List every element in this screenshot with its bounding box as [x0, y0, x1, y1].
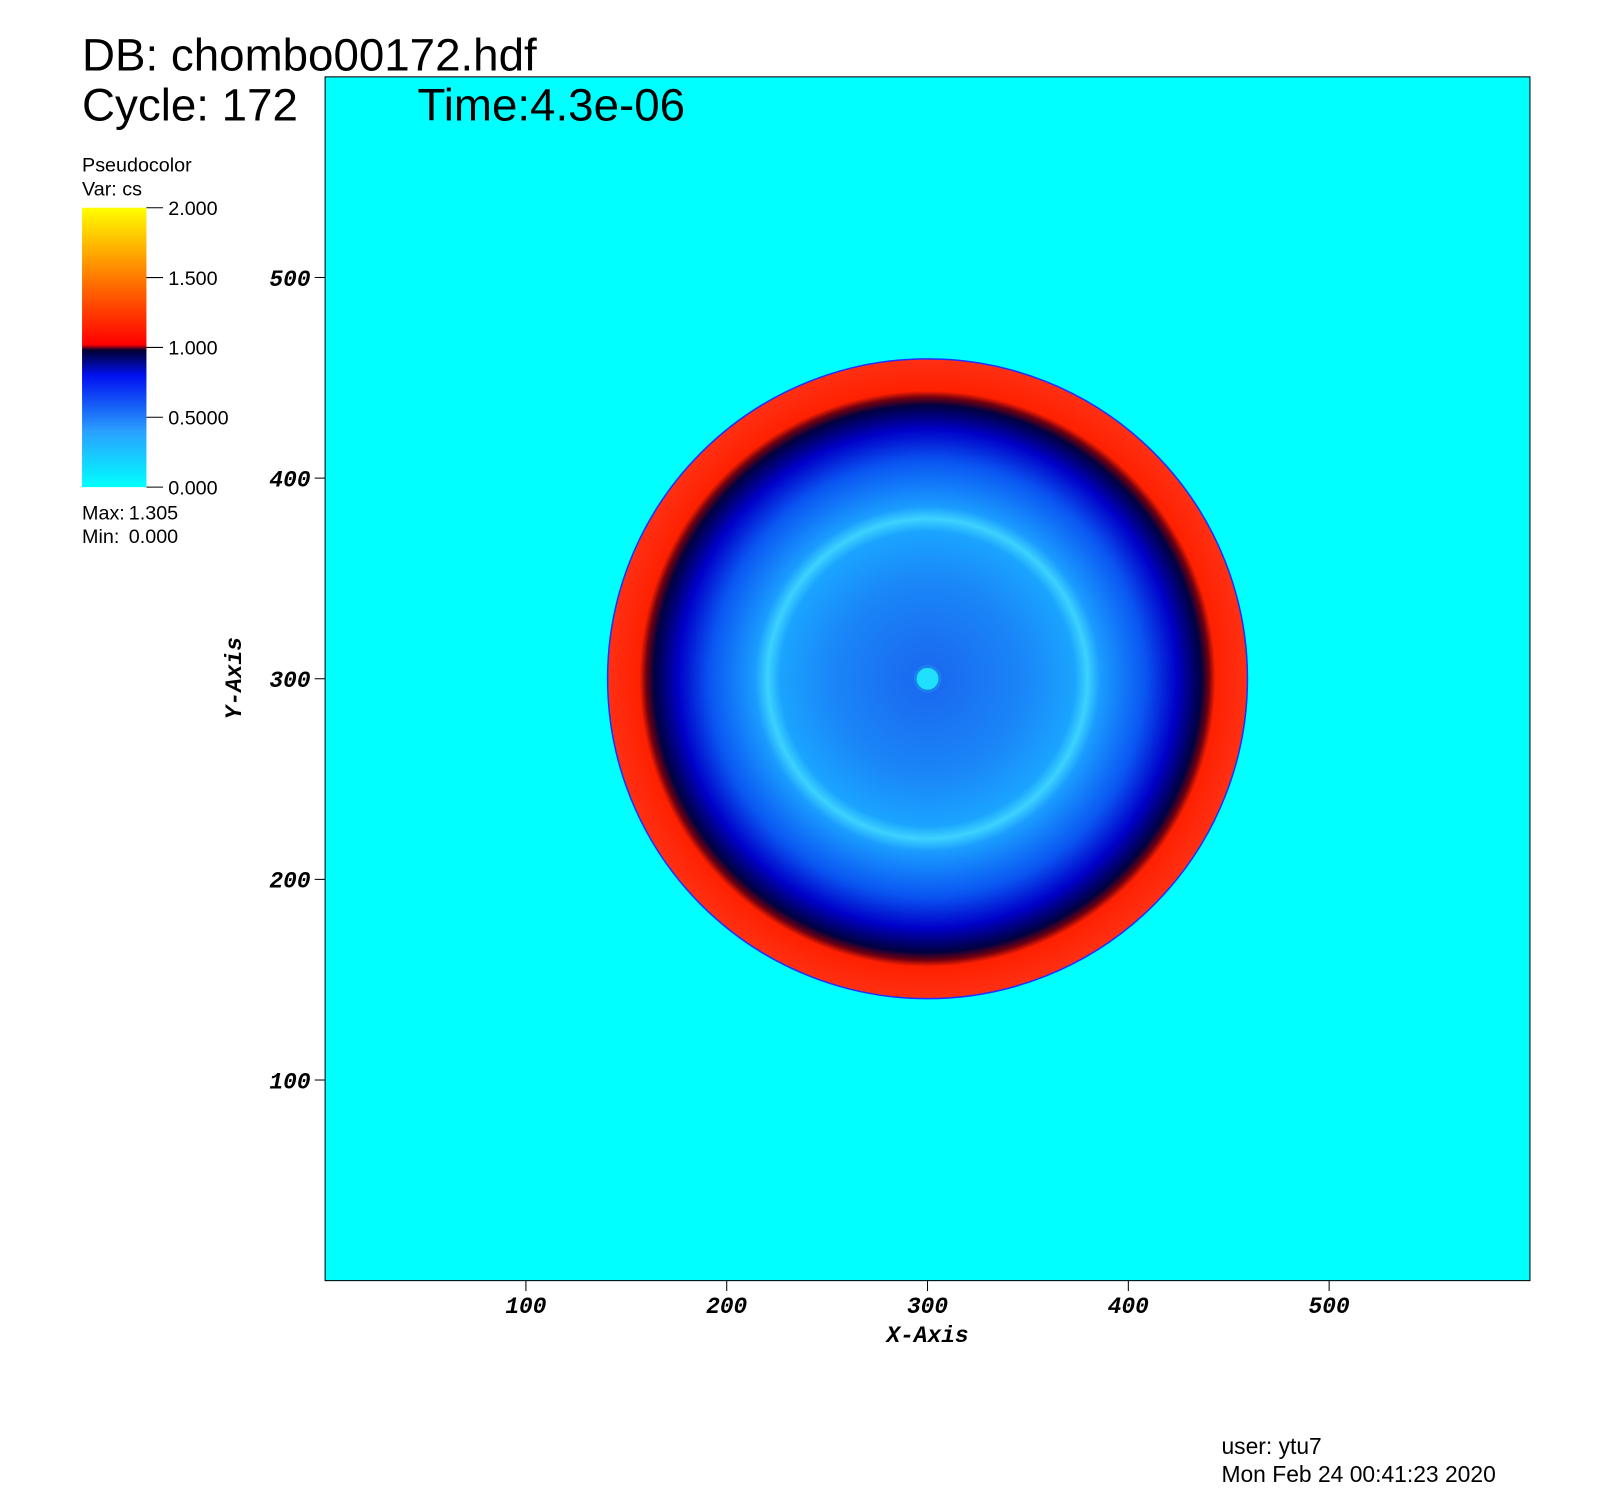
y-tick-label: 400: [269, 467, 310, 493]
max-label: Max:: [82, 502, 125, 524]
colorbar-tick-label: 0.000: [168, 477, 217, 499]
y-tick-label: 300: [269, 668, 310, 694]
colorbar-tick-label: 1.500: [168, 268, 217, 290]
colorbar-tick-label: 0.5000: [168, 408, 228, 430]
legend-var: Var: cs: [82, 178, 142, 200]
max-value: 1.305: [129, 502, 178, 524]
colorbar-tick-label: 2.000: [168, 198, 217, 220]
colorbar-tick-label: 1.000: [168, 338, 217, 360]
x-tick-label: 200: [706, 1294, 747, 1320]
min-label: Min:: [82, 526, 119, 548]
footer-user: user: ytu7: [1221, 1433, 1321, 1459]
y-axis-label: Y-Axis: [222, 637, 248, 719]
x-tick-label: 500: [1309, 1294, 1350, 1320]
center-feature: [913, 664, 942, 693]
x-axis-label: X-Axis: [884, 1323, 968, 1349]
y-tick-label: 100: [269, 1069, 310, 1095]
x-tick-label: 400: [1108, 1294, 1149, 1320]
cycle: Cycle: 172: [82, 79, 298, 130]
min-value: 0.000: [129, 526, 178, 548]
time: Time:4.3e-06: [418, 79, 685, 130]
legend-plot: Pseudocolor: [82, 154, 192, 176]
x-tick-label: 300: [907, 1294, 948, 1320]
y-tick-label: 200: [269, 869, 310, 895]
y-tick-label: 500: [269, 267, 310, 293]
title: DB: chombo00172.hdf: [82, 30, 537, 81]
colorbar: [82, 207, 147, 488]
footer-date: Mon Feb 24 00:41:23 2020: [1221, 1461, 1495, 1487]
x-tick-label: 100: [505, 1294, 546, 1320]
